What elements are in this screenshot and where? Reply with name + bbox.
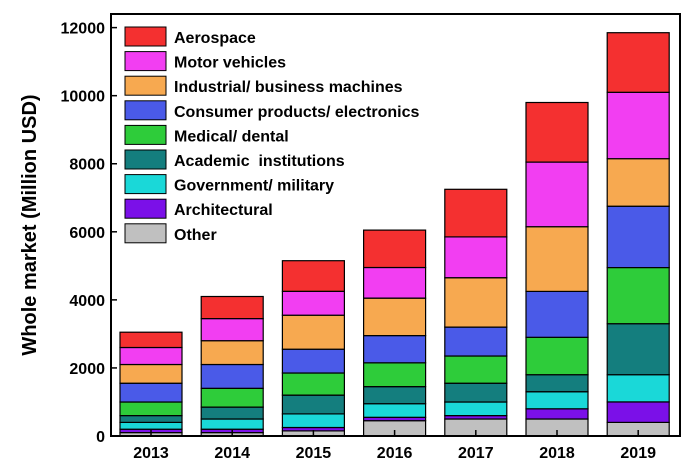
legend-label: Government/ military [174,178,334,195]
legend-label: Industrial/ business machines [174,79,403,96]
bar-segment-2013-motor-vehicles [119,346,183,366]
bar-segment-2019-industrial-business-machines [606,158,670,207]
legend-swatch [124,100,167,121]
legend-label: Architectural [174,202,273,219]
x-tick-label: 2016 [377,445,413,462]
bar-segment-2019-academic-institutions [606,323,670,376]
legend-swatch [124,124,167,145]
bar-segment-2014-aerospace [200,295,264,320]
bar-segment-2019-architectural [606,401,670,423]
bar-segment-2015-academic-institutions [281,394,345,415]
bar-segment-2017-consumer-products-electronics [444,326,508,357]
bar-segment-2018-academic-institutions [525,374,589,393]
bar-segment-2013-consumer-products-electronics [119,382,183,403]
y-tick-label: 4000 [69,293,105,310]
x-tick-label: 2017 [458,445,494,462]
x-tick-label: 2014 [214,445,250,462]
x-tick-label: 2015 [296,445,332,462]
axis-layer: 2013 2014 2015 2016 2017 2018 2019 0 2000 4000 600… [61,21,657,462]
bar-segment-2017-academic-institutions [444,382,508,403]
bar-segment-2018-architectural [525,408,589,420]
legend-swatch [124,149,167,170]
bar-segment-2016-motor-vehicles [363,266,427,299]
bar-segment-2018-consumer-products-electronics [525,290,589,338]
bar-segment-2014-medical-dental [200,387,264,408]
legend-swatch [124,198,167,219]
y-tick-label: 12000 [61,21,106,38]
bar-segment-2014-consumer-products-electronics [200,363,264,389]
bar-segment-2015-medical-dental [281,372,345,396]
bar-segment-2017-medical-dental [444,355,508,384]
legend-label: Medical/ dental [174,128,289,145]
bar-segment-2019-government-military [606,374,670,403]
bar-segment-2017-industrial-business-machines [444,277,508,328]
y-tick-label: 8000 [69,157,105,174]
bar-segment-2019-medical-dental [606,266,670,325]
bar-segment-2014-academic-institutions [200,406,264,420]
y-tick-label: 0 [96,429,105,446]
bar-segment-2016-aerospace [363,229,427,269]
bar-segment-2015-aerospace [281,260,345,292]
bar-segment-2017-motor-vehicles [444,236,508,279]
y-tick-label: 10000 [61,89,106,106]
legend-label: Aerospace [174,30,256,47]
bar-segment-2019-consumer-products-electronics [606,205,670,269]
x-tick-label: 2019 [620,445,656,462]
bar-segment-2014-government-military [200,418,264,430]
bar-segment-2019-motor-vehicles [606,91,670,160]
bar-segment-2014-motor-vehicles [200,318,264,342]
legend-swatch [124,174,167,195]
bar-segment-2015-industrial-business-machines [281,314,345,350]
bar-segment-2017-government-military [444,401,508,417]
bar-segment-2013-academic-institutions [119,415,183,424]
bar-segment-2018-government-military [525,391,589,410]
bar-segment-2018-industrial-business-machines [525,226,589,292]
bar-segment-2013-government-military [119,421,183,430]
legend-label: Academic institutions [174,153,345,170]
bar-segment-2015-government-military [281,413,345,429]
legend-label: Consumer products/ electronics [174,104,419,121]
legend-swatch [124,26,167,47]
x-tick-label: 2013 [133,445,169,462]
bars-layer [119,32,670,437]
y-axis-title: Whole market (Million USD) [19,94,41,355]
bar-segment-2015-motor-vehicles [281,290,345,316]
bar-segment-2013-aerospace [119,331,183,349]
bar-segment-2015-consumer-products-electronics [281,348,345,374]
bar-segment-2018-motor-vehicles [525,161,589,228]
bar-segment-2018-aerospace [525,101,589,163]
legend-swatch [124,51,167,72]
legend-label: Other [174,227,217,244]
bar-segment-2017-aerospace [444,188,508,238]
bar-segment-2016-medical-dental [363,362,427,388]
plot-frame [110,13,681,437]
bar-segment-2016-industrial-business-machines [363,297,427,337]
bar-segment-2013-medical-dental [119,401,183,417]
legend-swatch [124,223,167,244]
legend-label: Motor vehicles [174,55,286,72]
bar-segment-2016-government-military [363,403,427,418]
bar-segment-2014-industrial-business-machines [200,340,264,366]
y-tick-label: 2000 [69,361,105,378]
bar-segment-2019-aerospace [606,32,670,93]
bar-segment-2016-consumer-products-electronics [363,335,427,364]
legend: Aerospace Motor vehicles Industrial/ busin… [124,26,419,244]
legend-swatch [124,75,167,96]
bar-segment-2016-academic-institutions [363,386,427,405]
bar-segment-2013-industrial-business-machines [119,363,183,384]
y-tick-label: 6000 [69,225,105,242]
x-tick-label: 2018 [539,445,575,462]
bar-segment-2018-medical-dental [525,336,589,376]
